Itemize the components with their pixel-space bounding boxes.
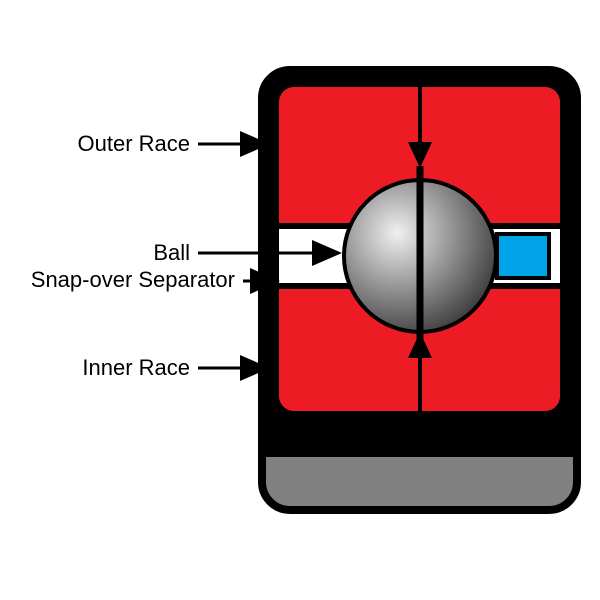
separator-box <box>497 234 549 278</box>
label-outer-race: Outer Race <box>25 131 190 157</box>
label-ball: Ball <box>25 240 190 266</box>
bearing-diagram-svg <box>0 0 600 600</box>
label-separator: Snap-over Separator <box>0 267 235 293</box>
label-inner-race: Inner Race <box>25 355 190 381</box>
diagram-stage: Outer Race Ball Snap-over Separator Inne… <box>0 0 600 600</box>
